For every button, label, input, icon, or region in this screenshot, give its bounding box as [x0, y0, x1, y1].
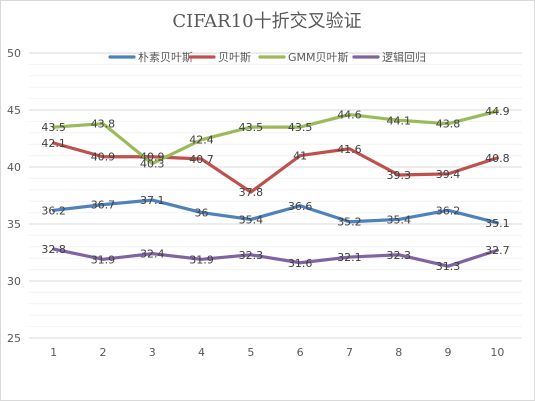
data-label: 32.7	[485, 244, 510, 257]
data-label: 36.6	[288, 200, 313, 213]
series-line-4	[52, 247, 499, 268]
data-label: 41	[293, 150, 307, 163]
x-tick-label: 4	[198, 346, 205, 359]
y-tick-label: 25	[7, 332, 21, 345]
x-tick-label: 2	[99, 346, 106, 359]
data-label: 43.8	[436, 118, 461, 131]
legend-label: 贝叶斯	[218, 51, 251, 64]
data-label: 43.8	[91, 118, 116, 131]
data-label: 44.6	[337, 109, 362, 122]
series-lines	[52, 109, 499, 268]
data-label: 36.2	[436, 204, 461, 217]
x-tick-label: 6	[297, 346, 304, 359]
y-tick-label: 40	[7, 161, 21, 174]
x-tick-label: 8	[395, 346, 402, 359]
data-label: 31.3	[436, 260, 461, 273]
y-tick-label: 45	[7, 104, 21, 117]
data-label: 43.5	[239, 121, 264, 134]
data-label: 41.6	[337, 143, 362, 156]
data-label: 32.3	[387, 249, 412, 262]
data-label: 43.5	[288, 121, 313, 134]
chart-title: CIFAR10十折交叉验证	[172, 11, 361, 32]
legend-label: 朴素贝叶斯	[138, 50, 193, 64]
data-label: 35.2	[337, 216, 362, 229]
x-tick-label: 9	[445, 346, 452, 359]
x-axis: 1 2 3 4 5 6 7 8 9 10	[50, 346, 504, 359]
legend-label: 逻辑回归	[382, 50, 426, 64]
data-label: 35.4	[387, 213, 412, 226]
data-label: 40.8	[485, 152, 510, 165]
data-label: 36.7	[91, 199, 116, 212]
data-label: 31.9	[91, 253, 116, 266]
x-tick-label: 3	[149, 346, 156, 359]
x-tick-label: 5	[247, 346, 254, 359]
y-tick-label: 30	[7, 275, 21, 288]
legend: 朴素贝叶斯 贝叶斯 GMM贝叶斯 逻辑回归	[108, 50, 426, 64]
legend-label: GMM贝叶斯	[288, 51, 349, 64]
data-label: 36	[195, 207, 209, 220]
data-label: 32.8	[41, 243, 66, 256]
data-label: 40.9	[91, 151, 116, 164]
data-label: 40.9	[140, 151, 165, 164]
data-label: 37.8	[239, 186, 264, 199]
series-line-2	[52, 141, 499, 194]
y-tick-label: 35	[7, 218, 21, 231]
x-tick-label: 1	[50, 346, 57, 359]
data-label: 37.1	[140, 194, 165, 207]
data-label: 35.4	[239, 213, 264, 226]
data-label: 32.3	[239, 249, 264, 262]
data-label: 36.2	[41, 204, 66, 217]
gridlines	[29, 52, 522, 339]
series-line-1	[52, 198, 499, 225]
data-label: 39.4	[436, 168, 461, 181]
data-labels: 36.2 36.7 37.1 36 35.4 36.6 35.2 35.4 36.2 35.1 42…	[41, 105, 509, 273]
data-label: 44.1	[387, 114, 412, 127]
data-label: 42.1	[41, 137, 66, 150]
data-label: 44.9	[485, 105, 510, 118]
y-tick-label: 50	[7, 47, 21, 60]
data-label: 39.3	[387, 169, 412, 182]
data-label: 32.4	[140, 248, 165, 261]
data-label: 40.7	[189, 153, 214, 166]
data-label: 43.5	[41, 121, 66, 134]
x-tick-label: 7	[346, 346, 353, 359]
series-line-3	[52, 109, 499, 166]
data-label: 42.4	[189, 134, 214, 147]
data-label: 31.6	[288, 257, 313, 270]
x-tick-label: 10	[490, 346, 504, 359]
data-label: 35.1	[485, 217, 510, 230]
data-label: 31.9	[189, 253, 214, 266]
y-axis: 25 30 35 40 45 50	[7, 47, 21, 345]
data-label: 40.3	[140, 158, 165, 171]
data-label: 32.1	[337, 251, 362, 264]
